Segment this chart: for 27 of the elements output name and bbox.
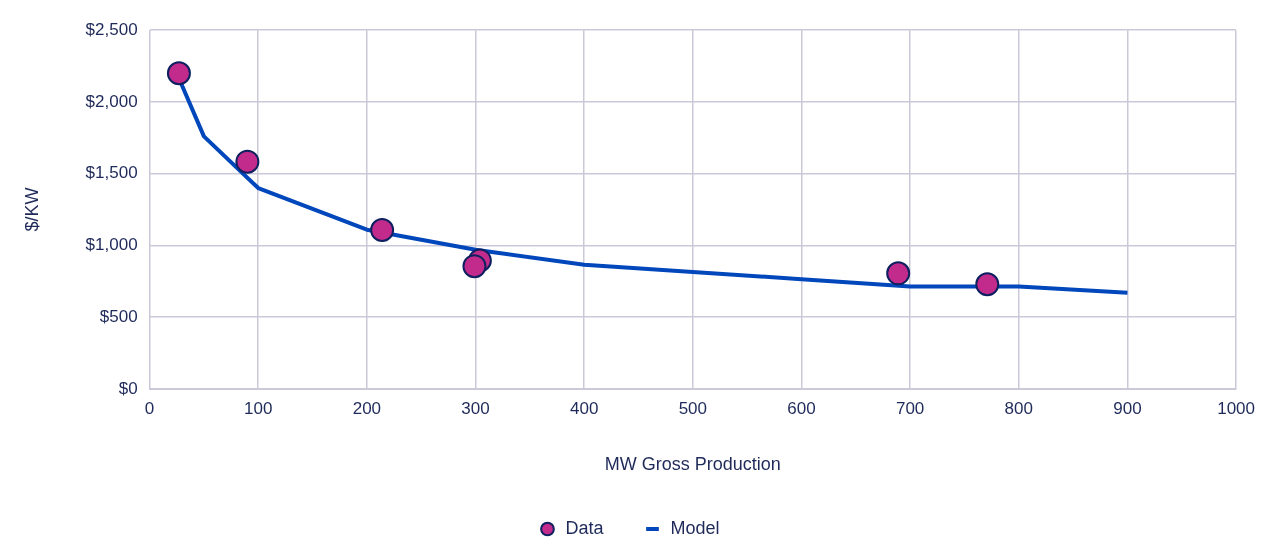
x-tick-label: 0: [144, 398, 155, 418]
point: [370, 217, 395, 242]
y-tick-label: $2,000: [85, 91, 138, 111]
legend-label: Data: [565, 517, 605, 538]
point: [462, 254, 487, 279]
point: [166, 61, 191, 86]
x-tick-label: 300: [461, 398, 490, 418]
x-tick-label: 800: [1004, 398, 1033, 418]
x-tick-label: 500: [678, 398, 708, 418]
legend-label: Model: [670, 517, 720, 538]
x-tick-label: 900: [1113, 398, 1142, 418]
y-tick-label: $1,000: [85, 235, 138, 255]
point: [235, 149, 260, 174]
y-tick-label: $1,500: [85, 163, 138, 183]
x-axis-title: MW Gross Production: [604, 454, 781, 475]
y-axis-title: $/KW: [21, 187, 42, 232]
x-tick-label: 100: [244, 398, 273, 418]
y-tick-label: $0: [118, 378, 138, 398]
x-tick-label: 200: [352, 398, 382, 418]
x-tick-label: 400: [570, 398, 599, 418]
point: [886, 261, 911, 286]
x-tick-label: 600: [787, 398, 816, 418]
x-tick-label: 700: [895, 398, 925, 418]
x-tick-label: 1000: [1217, 398, 1255, 418]
point: [975, 272, 1000, 297]
y-tick-label: $500: [99, 306, 138, 326]
y-tick-label: $2,500: [85, 19, 138, 39]
